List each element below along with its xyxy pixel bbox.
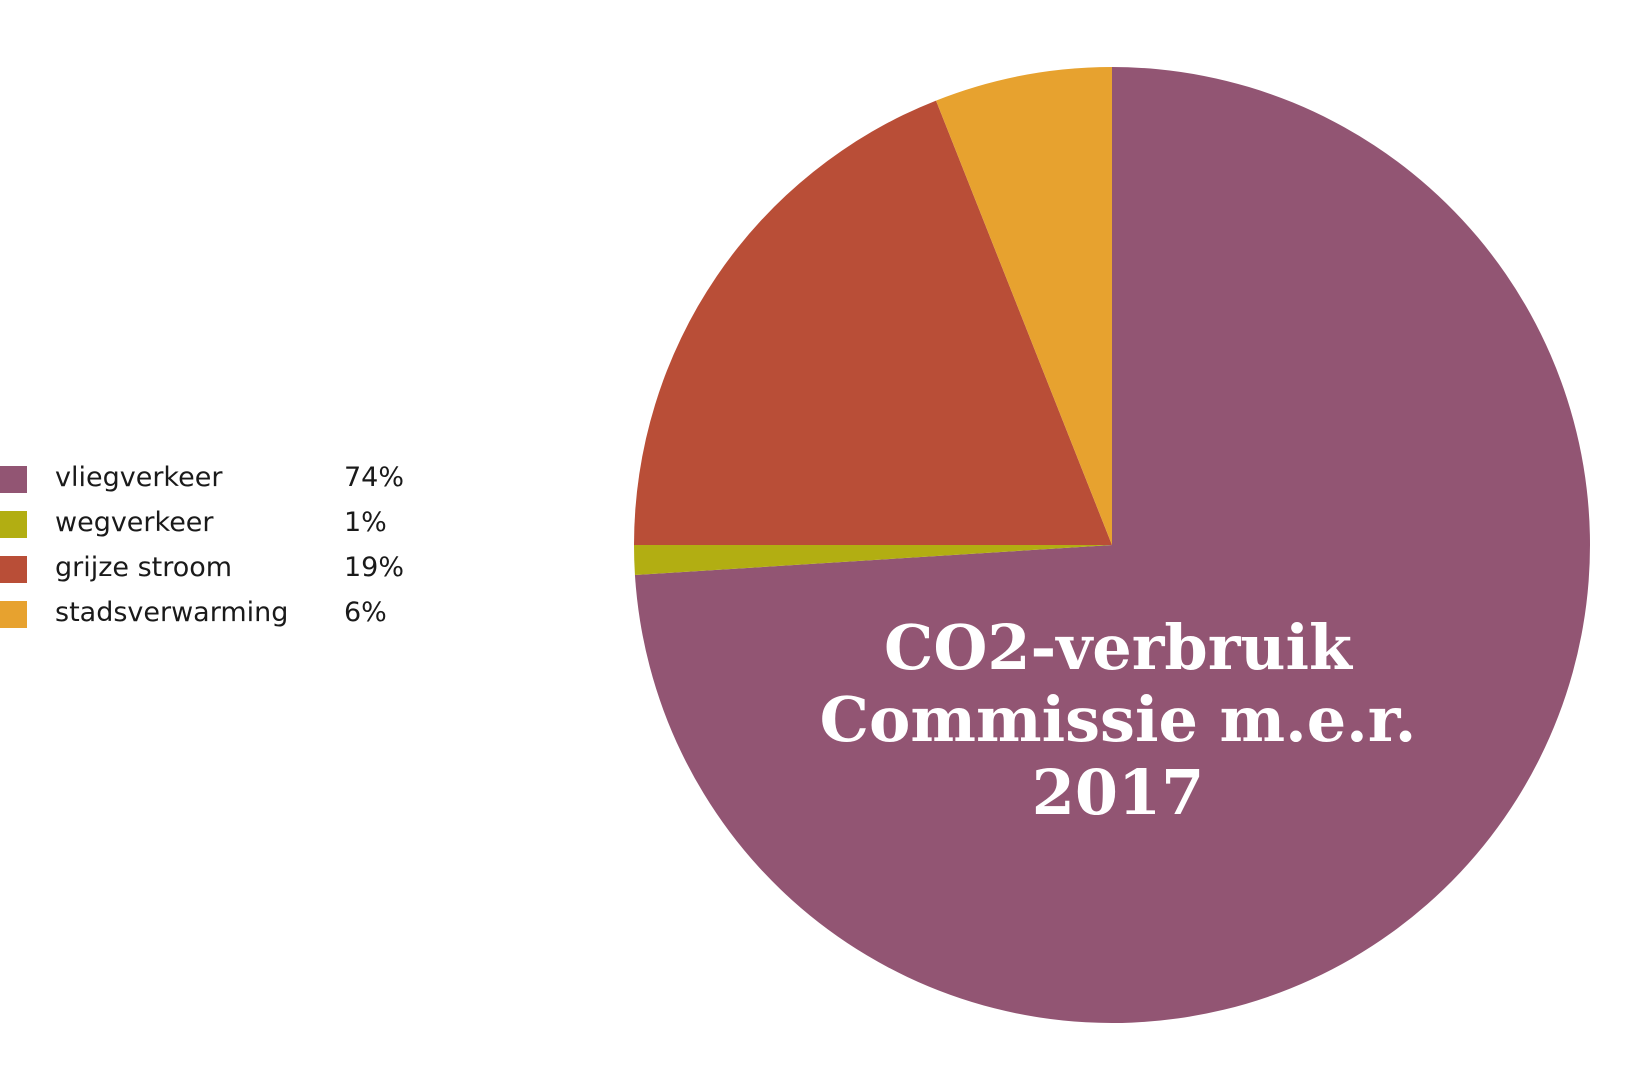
pie-slice-wegverkeer: [634, 545, 1112, 576]
legend-swatch-grijze-stroom: [0, 556, 27, 583]
pie-slice-stadsverwarming: [936, 67, 1112, 545]
legend-label: wegverkeer: [55, 507, 214, 538]
legend-value: 6%: [344, 597, 387, 628]
legend-value: 1%: [344, 507, 387, 538]
legend-swatch-vliegverkeer: [0, 466, 27, 493]
legend-label: stadsverwarming: [55, 597, 289, 628]
pie-slice-grijze-stroom: [634, 100, 1112, 546]
chart-title-line-2: Commissie m.e.r.: [820, 683, 1417, 756]
chart-title-line-3: 2017: [1032, 756, 1205, 829]
legend-label: grijze stroom: [55, 552, 233, 583]
pie-slices: [634, 67, 1590, 1023]
legend-label: vliegverkeer: [55, 462, 223, 493]
pie-slice-vliegverkeer: [634, 67, 1590, 1023]
legend-value: 19%: [344, 552, 405, 583]
legend-swatch-wegverkeer: [0, 511, 27, 538]
chart-title-line-1: CO2-verbruik: [884, 611, 1354, 684]
legend-swatch-stadsverwarming: [0, 601, 27, 628]
legend-value: 74%: [344, 462, 405, 493]
